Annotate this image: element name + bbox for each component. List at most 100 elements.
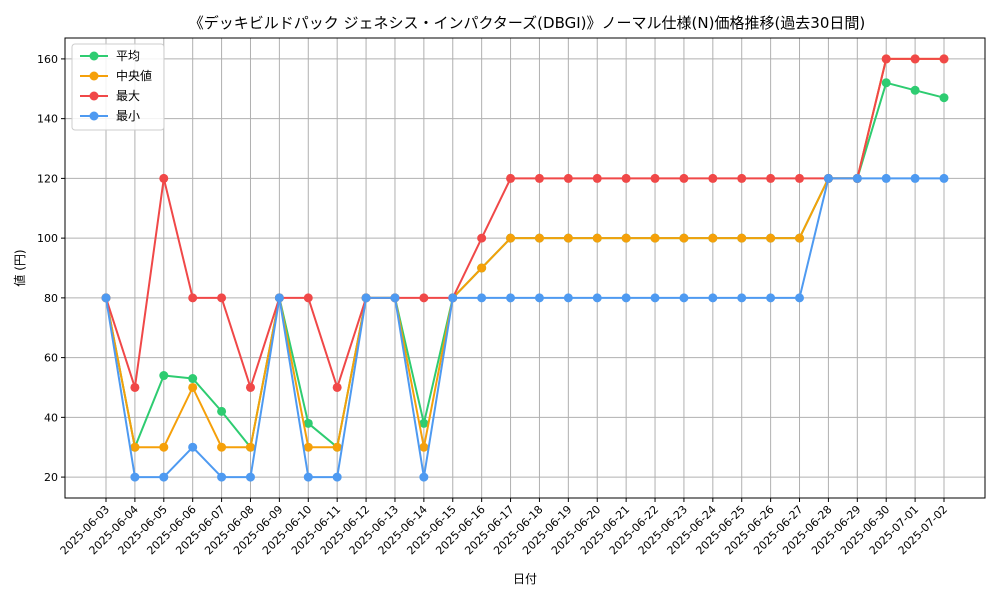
data-point bbox=[650, 173, 660, 183]
data-point bbox=[477, 263, 487, 273]
legend-marker bbox=[89, 71, 99, 81]
data-point bbox=[939, 93, 949, 103]
data-point bbox=[592, 173, 602, 183]
series-1 bbox=[101, 54, 949, 452]
data-point bbox=[563, 233, 573, 243]
data-point bbox=[650, 293, 660, 303]
y-tick-label: 60 bbox=[44, 352, 58, 365]
series-3 bbox=[101, 173, 949, 482]
series-2 bbox=[101, 54, 949, 392]
data-point bbox=[939, 173, 949, 183]
data-point bbox=[477, 293, 487, 303]
series-line bbox=[105, 57, 944, 389]
data-point bbox=[939, 54, 949, 64]
data-point bbox=[419, 418, 429, 428]
data-point bbox=[159, 472, 169, 482]
data-point bbox=[188, 442, 198, 452]
data-point bbox=[534, 233, 544, 243]
axes: 2025-06-032025-06-042025-06-052025-06-06… bbox=[37, 53, 950, 557]
data-point bbox=[188, 382, 198, 392]
data-point bbox=[881, 54, 891, 64]
grid bbox=[65, 38, 985, 498]
data-point bbox=[823, 173, 833, 183]
data-point bbox=[563, 173, 573, 183]
data-point bbox=[332, 382, 342, 392]
data-point bbox=[910, 173, 920, 183]
legend-marker bbox=[89, 111, 99, 121]
series bbox=[101, 54, 949, 482]
data-point bbox=[534, 173, 544, 183]
data-point bbox=[188, 374, 198, 384]
legend-label: 最大 bbox=[116, 89, 140, 103]
data-point bbox=[708, 173, 718, 183]
data-point bbox=[101, 293, 111, 303]
data-point bbox=[217, 406, 227, 416]
data-point bbox=[506, 293, 516, 303]
data-point bbox=[737, 173, 747, 183]
data-point bbox=[361, 293, 371, 303]
data-point bbox=[679, 173, 689, 183]
data-point bbox=[766, 293, 776, 303]
data-point bbox=[766, 173, 776, 183]
series-line bbox=[105, 177, 944, 479]
legend-label: 中央値 bbox=[116, 68, 152, 83]
data-point bbox=[188, 293, 198, 303]
data-point bbox=[159, 442, 169, 452]
data-point bbox=[159, 371, 169, 381]
data-point bbox=[592, 233, 602, 243]
data-point bbox=[217, 472, 227, 482]
legend-marker bbox=[89, 51, 99, 61]
data-point bbox=[245, 442, 255, 452]
data-point bbox=[910, 54, 920, 64]
data-point bbox=[737, 293, 747, 303]
data-point bbox=[852, 173, 862, 183]
data-point bbox=[650, 233, 660, 243]
data-point bbox=[419, 442, 429, 452]
data-point bbox=[332, 442, 342, 452]
y-tick-label: 160 bbox=[37, 53, 58, 66]
data-point bbox=[708, 233, 718, 243]
data-point bbox=[679, 233, 689, 243]
data-point bbox=[390, 293, 400, 303]
y-tick-label: 100 bbox=[37, 232, 58, 245]
chart-title: 《デッキビルドパック ジェネシス・インパクターズ(DBGI)》ノーマル仕様(N)… bbox=[189, 14, 865, 32]
y-tick-label: 40 bbox=[44, 411, 58, 424]
data-point bbox=[795, 233, 805, 243]
legend-label: 平均 bbox=[116, 49, 140, 63]
data-point bbox=[130, 382, 140, 392]
data-point bbox=[303, 293, 313, 303]
data-point bbox=[303, 472, 313, 482]
y-tick-label: 140 bbox=[37, 113, 58, 126]
legend-marker bbox=[89, 91, 99, 101]
data-point bbox=[245, 382, 255, 392]
data-point bbox=[621, 293, 631, 303]
data-point bbox=[795, 173, 805, 183]
data-point bbox=[130, 442, 140, 452]
data-point bbox=[217, 442, 227, 452]
data-point bbox=[737, 233, 747, 243]
data-point bbox=[159, 173, 169, 183]
series-0 bbox=[101, 78, 949, 452]
data-point bbox=[332, 472, 342, 482]
data-point bbox=[766, 233, 776, 243]
data-point bbox=[534, 293, 544, 303]
data-point bbox=[621, 173, 631, 183]
y-axis-label: 値 (円) bbox=[12, 249, 27, 286]
legend-label: 最小 bbox=[116, 109, 140, 123]
data-point bbox=[592, 293, 602, 303]
data-point bbox=[217, 293, 227, 303]
data-point bbox=[448, 293, 458, 303]
data-point bbox=[419, 472, 429, 482]
data-point bbox=[881, 173, 891, 183]
data-point bbox=[708, 293, 718, 303]
data-point bbox=[130, 472, 140, 482]
data-point bbox=[506, 173, 516, 183]
data-point bbox=[506, 233, 516, 243]
data-point bbox=[563, 293, 573, 303]
data-point bbox=[477, 233, 487, 243]
series-line bbox=[105, 57, 944, 449]
data-point bbox=[881, 78, 891, 88]
